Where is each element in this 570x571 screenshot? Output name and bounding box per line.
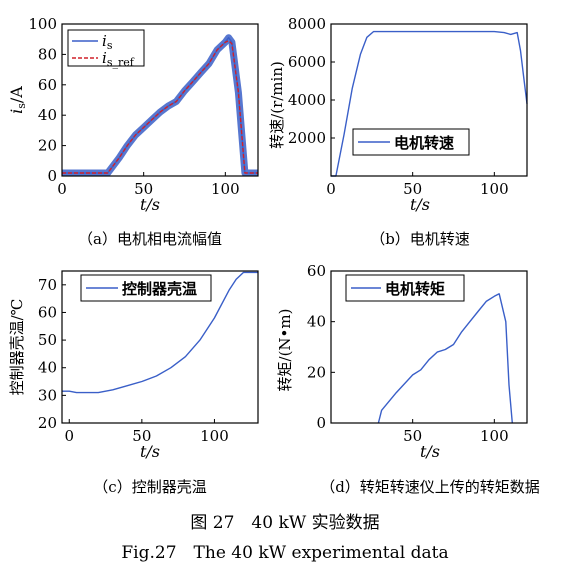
c-xtick-label: 100 (200, 427, 229, 445)
c-legend: 控制器壳温 (80, 274, 212, 302)
d-legend: 电机转矩 (345, 274, 465, 302)
a-xtick-label: 0 (57, 180, 67, 198)
d-frame (330, 270, 528, 424)
a-series-1 (62, 40, 258, 174)
a-xtick-label: 100 (211, 180, 240, 198)
a-ytick-label: 0 (47, 167, 57, 185)
a-ytick-label: 80 (38, 45, 57, 63)
c-ytick-label: 50 (38, 331, 57, 349)
a-ytick-label: 40 (38, 106, 57, 124)
d-ytick-label: 40 (307, 313, 326, 331)
b-ytick-label: 2000 (288, 129, 326, 147)
a-legend: is is_ref (67, 29, 145, 69)
c-ytick-label: 20 (38, 414, 57, 432)
c-frame (61, 270, 259, 424)
d-xlabel: t/s (420, 442, 440, 461)
a-ylabel: is/A (7, 86, 28, 114)
c-caption: （c）控制器壳温 (93, 478, 206, 496)
b-xtick-label: 0 (326, 180, 336, 198)
panel-b: 0 50 100 2000 4000 6000 8000 电机转速 t/s 转速/(r/mi… (268, 15, 528, 248)
d-ytick-label: 20 (307, 363, 326, 381)
c-ytick-label: 60 (38, 303, 57, 321)
a-caption: （a）电机相电流幅值 (78, 230, 222, 248)
b-series-0 (331, 30, 528, 177)
a-ytick-label: 100 (28, 15, 57, 33)
b-xtick-label: 50 (403, 180, 422, 198)
c-xtick-label: 50 (132, 427, 151, 445)
a-legend-is: is (102, 32, 113, 52)
d-xtick-label: 100 (480, 427, 509, 445)
a-ytick-label: 20 (38, 137, 57, 155)
b-ytick-label: 8000 (288, 15, 326, 33)
b-xtick-label: 100 (480, 180, 509, 198)
b-legend-label: 电机转速 (394, 134, 454, 152)
b-legend: 电机转速 (352, 128, 470, 156)
figure-title-en: Fig.27 The 40 kW experimental data (121, 543, 448, 563)
panel-c: 0 50 100 20 30 40 50 60 70 控制器壳温 t/s 控制器壳温/℃ （c）… (8, 270, 259, 496)
c-xlabel: t/s (140, 442, 160, 461)
c-ytick-label: 30 (38, 386, 57, 404)
c-ylabel: 控制器壳温/℃ (8, 299, 26, 396)
b-ylabel: 转速/(r/min) (268, 61, 286, 149)
c-series-0 (62, 271, 258, 394)
d-series-0 (377, 293, 513, 424)
b-ytick-label: 4000 (288, 91, 326, 109)
b-ytick-label: 6000 (288, 53, 326, 71)
d-ylabel: 转矩/(N•m) (276, 309, 294, 392)
a-xtick-label: 50 (134, 180, 153, 198)
b-xlabel: t/s (410, 195, 430, 214)
d-ytick-label: 60 (307, 262, 326, 280)
panel-d: 50 100 0 20 40 60 电机转矩 t/s 转矩/(N•m) （d）转矩转速仪上… (276, 262, 540, 496)
c-xtick-label: 0 (64, 427, 74, 445)
c-legend-label: 控制器壳温 (122, 280, 197, 298)
figure-title-cn: 图 27 40 kW 实验数据 (190, 513, 379, 533)
a-xlabel: t/s (140, 195, 160, 214)
a-ytick-label: 60 (38, 76, 57, 94)
d-legend-label: 电机转矩 (385, 280, 445, 298)
c-ytick-label: 70 (38, 276, 57, 294)
panel-a: 0 50 100 0 20 40 60 80 100 is is_ref t/s is/A （a… (7, 15, 259, 248)
a-frame (61, 23, 259, 177)
d-caption: （d）转矩转速仪上传的转矩数据 (320, 478, 540, 496)
b-caption: （b）电机转速 (370, 230, 470, 248)
d-ytick-label: 0 (316, 414, 326, 432)
d-xtick-label: 50 (403, 427, 422, 445)
c-ytick-label: 40 (38, 359, 57, 377)
